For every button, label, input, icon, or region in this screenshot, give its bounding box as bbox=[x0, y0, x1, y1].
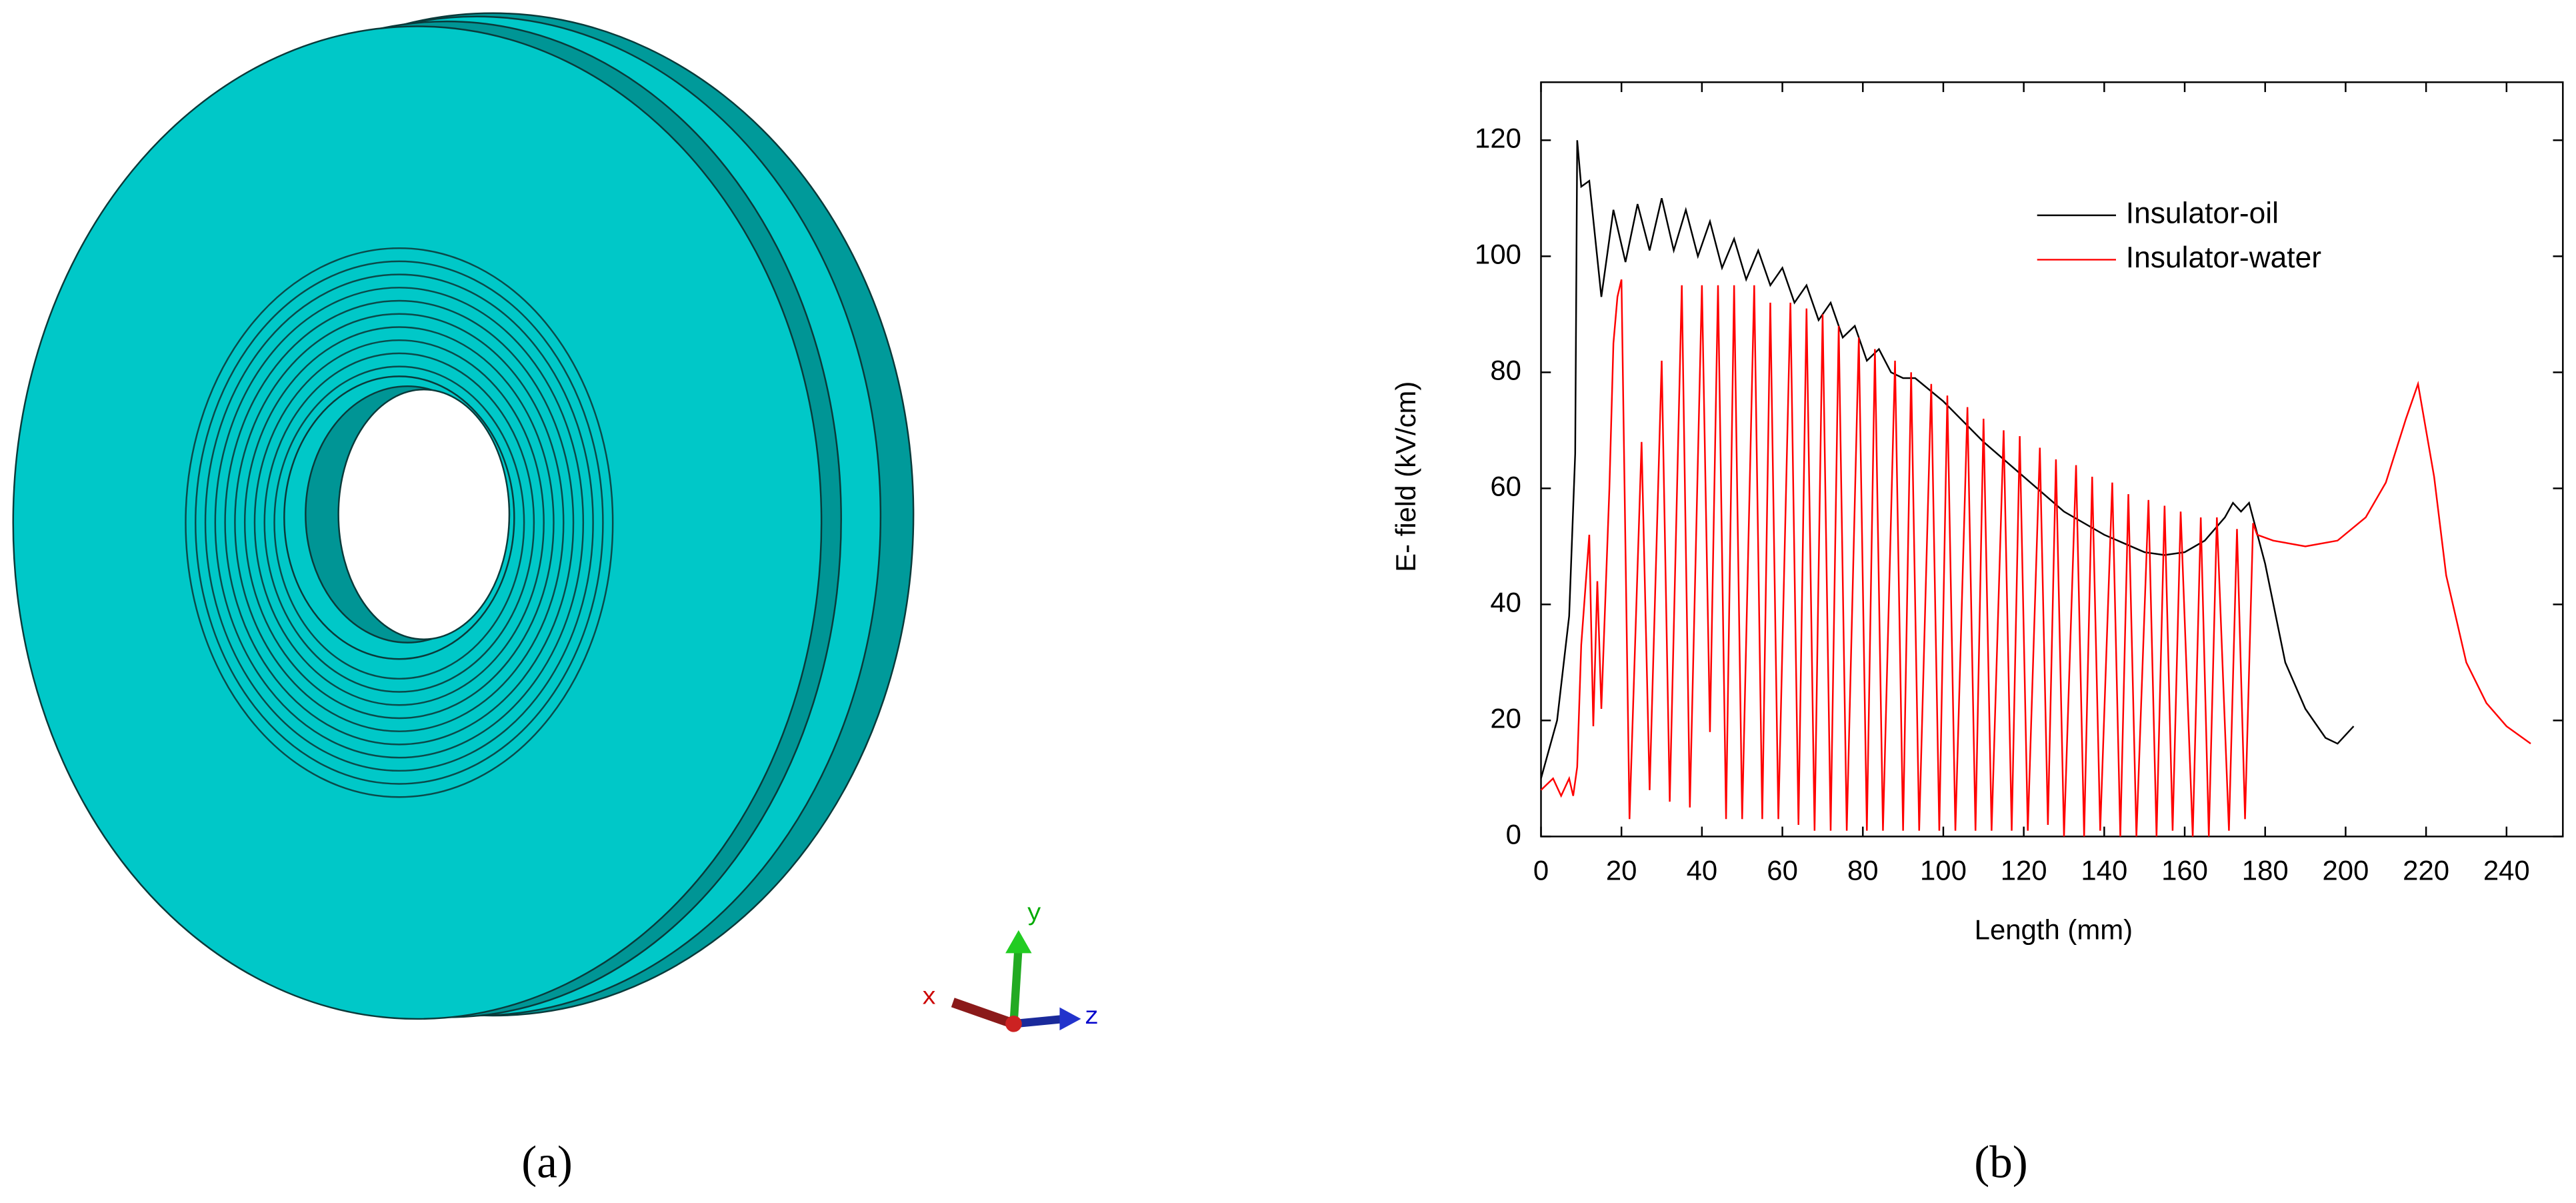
triad-x: x bbox=[921, 984, 936, 1012]
model-render bbox=[12, 12, 915, 1020]
x-tick-label: 20 bbox=[1606, 855, 1637, 886]
y-axis-label: E- field (kV/cm) bbox=[1390, 381, 1421, 572]
x-tick-label: 80 bbox=[1847, 855, 1879, 886]
x-axis-label: Length (mm) bbox=[1975, 914, 2133, 945]
x-tick-label: 240 bbox=[2483, 855, 2530, 886]
y-tick-label: 80 bbox=[1490, 354, 1521, 385]
series-line bbox=[1540, 140, 2355, 779]
x-tick-label: 180 bbox=[2242, 855, 2289, 886]
axis-triad: x y z bbox=[921, 900, 1099, 1032]
x-tick-label: 100 bbox=[1920, 855, 1967, 886]
triad-y: y bbox=[1027, 900, 1041, 928]
y-tick-label: 0 bbox=[1506, 818, 1521, 850]
legend-label: Insulator-oil bbox=[2126, 197, 2279, 230]
triad-z: z bbox=[1084, 1004, 1099, 1032]
x-tick-label: 220 bbox=[2403, 855, 2449, 886]
panel-label: (b) bbox=[1974, 1137, 2027, 1188]
panel-label: (a) bbox=[521, 1137, 573, 1188]
x-tick-label: 60 bbox=[1767, 855, 1798, 886]
x-tick-label: 120 bbox=[2001, 855, 2047, 886]
y-tick-label: 60 bbox=[1490, 470, 1521, 501]
y-tick-label: 40 bbox=[1490, 586, 1521, 618]
y-tick-label: 100 bbox=[1475, 238, 1521, 269]
x-tick-label: 0 bbox=[1533, 855, 1549, 886]
plot-frame bbox=[1540, 81, 2564, 838]
legend-label: Insulator-water bbox=[2126, 241, 2322, 274]
x-tick-label: 40 bbox=[1687, 855, 1718, 886]
x-tick-label: 140 bbox=[2081, 855, 2127, 886]
series-line bbox=[1540, 279, 2531, 837]
x-tick-label: 160 bbox=[2161, 855, 2208, 886]
x-tick-label: 200 bbox=[2322, 855, 2369, 886]
y-tick-label: 20 bbox=[1490, 702, 1521, 734]
y-tick-label: 120 bbox=[1475, 122, 1521, 153]
